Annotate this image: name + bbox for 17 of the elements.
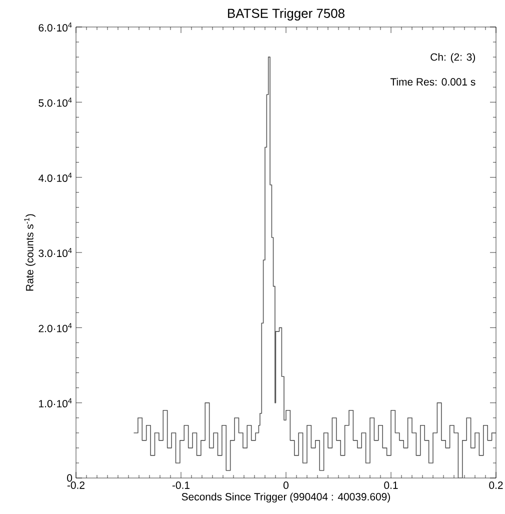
chart-title: BATSE Trigger 7508 [228,8,344,21]
y-tick-label: 3.0·10$^{4}$ [38,248,72,258]
y-axis-title: Rate (counts s$^{-1}$) [24,214,36,291]
y-tick-label: 1.0·10$^{4}$ [39,398,72,408]
y-tick-label: 2.0·10$^{4}$ [38,323,72,332]
x-tick-label: 0.1 [384,482,398,489]
annotation: Time Res: 0.001 s [390,78,476,86]
x-axis-title: Seconds Since Trigger (990404 : 40039.609) [182,492,390,503]
x-tick-label: 0 [283,482,288,489]
y-tick-label: 5.0·10$^{4}$ [38,98,72,107]
y-tick-label: 0 [67,474,72,482]
y-tick-label: 4.0·10$^{4}$ [38,172,72,182]
x-tick-label: 0.2 [489,482,503,489]
x-tick-label: -0.2 [67,482,84,489]
x-tick-label: -0.1 [172,482,190,489]
y-tick-label: 6.0·10$^{4}$ [38,22,72,32]
annotation: Ch: (2: 3) [430,53,476,63]
